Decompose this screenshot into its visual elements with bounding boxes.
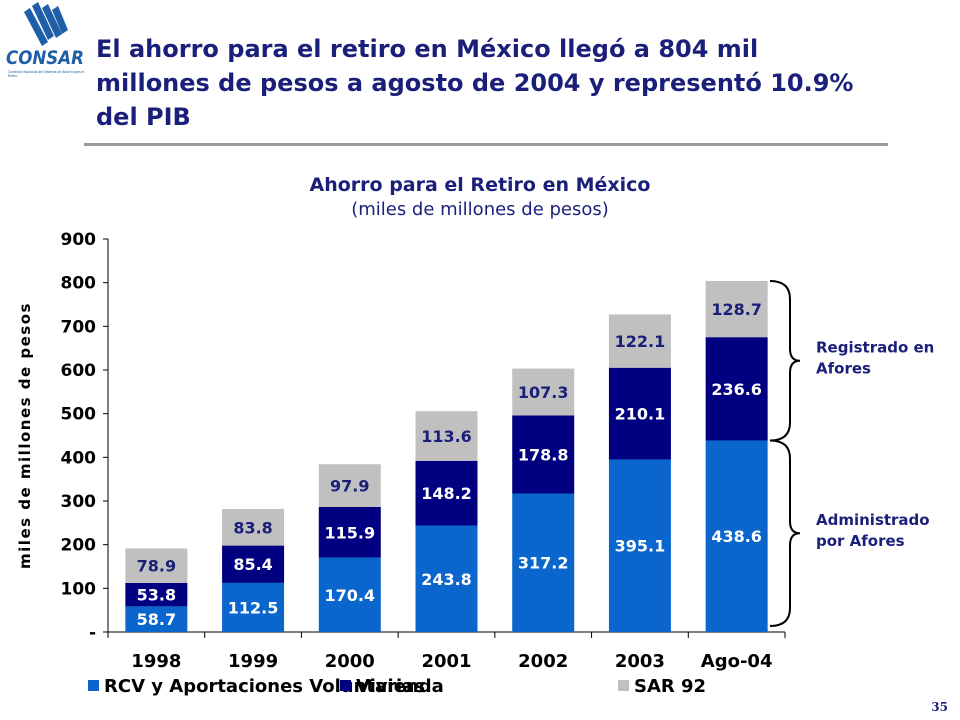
legend-label: SAR 92	[634, 676, 706, 697]
y-tick-label: 500	[61, 405, 97, 425]
bar-value-label: 53.8	[137, 586, 176, 605]
bar-value-label: 78.9	[137, 557, 176, 576]
bar-segment	[125, 582, 188, 607]
x-tick-label: 1999	[228, 651, 278, 672]
bar-value-label: 58.7	[137, 610, 176, 629]
bar-segment	[512, 493, 575, 632]
page-number: 35	[931, 700, 948, 714]
bar-value-label: 178.8	[518, 445, 569, 464]
bar-segment	[125, 548, 188, 583]
consar-logo: CONSAR	[6, 2, 84, 69]
bar-value-label: 112.5	[228, 598, 279, 617]
bar-value-label: 148.2	[421, 484, 472, 503]
bar-segment	[318, 506, 381, 558]
bar-segment	[415, 411, 478, 461]
bar-segment	[608, 314, 671, 368]
bar-segment	[222, 508, 285, 546]
bar-value-label: 210.1	[615, 405, 666, 424]
bar-segment	[608, 459, 671, 632]
bar-value-label: 113.6	[421, 427, 472, 446]
bar-value-label: 97.9	[330, 477, 369, 496]
bar-segment	[318, 464, 381, 507]
chart-subtitle: (miles de millones de pesos)	[351, 199, 609, 220]
logo-wordmark: CONSAR	[6, 47, 84, 69]
bar-value-label: 85.4	[233, 555, 272, 574]
brace-administrado-icon	[769, 439, 801, 627]
y-axis-label: miles de millones de pesos	[16, 302, 34, 569]
y-tick-label: 300	[61, 492, 97, 512]
brace-registrado-icon	[769, 279, 801, 442]
logo-stripes-icon	[24, 2, 68, 46]
x-tick-label: 2001	[421, 651, 471, 672]
legend-label: Vivienda	[356, 676, 444, 697]
y-tick-label: 800	[61, 274, 97, 294]
y-tick-label: -	[89, 623, 96, 643]
x-tick-label: 2002	[518, 651, 568, 672]
annotation-label: por Afores	[816, 532, 905, 550]
annotation-label: Administrado	[816, 511, 930, 529]
annotation-label: Afores	[816, 360, 871, 378]
bar-value-label: 122.1	[615, 332, 666, 351]
bar-segment	[608, 367, 671, 460]
logo-subtext: Comisión Nacional del Sistema de Ahorro …	[8, 70, 85, 78]
bar-segment	[512, 368, 575, 416]
legend-swatch	[88, 680, 99, 691]
x-tick-label: Ago-04	[701, 651, 773, 672]
y-tick-label: 400	[61, 448, 97, 468]
bar-value-label: 438.6	[711, 527, 762, 546]
bar-segment	[705, 280, 768, 338]
bar-value-label: 128.7	[711, 300, 762, 319]
bar-segment	[222, 545, 285, 583]
bar-value-label: 317.2	[518, 554, 569, 573]
bar-segment	[705, 337, 768, 441]
chart-title: Ahorro para el Retiro en México	[309, 174, 651, 196]
y-tick-label: 100	[61, 579, 97, 599]
x-tick-label: 2003	[615, 651, 665, 672]
bar-value-label: 83.8	[233, 518, 272, 537]
y-tick-label: 900	[61, 230, 97, 250]
x-tick-label: 1998	[131, 651, 181, 672]
x-tick-label: 2000	[325, 651, 375, 672]
y-tick-label: 700	[61, 317, 97, 337]
page-title: El ahorro para el retiro en México llegó…	[96, 35, 854, 131]
bar-segment	[222, 582, 285, 632]
legend-swatch	[340, 680, 351, 691]
bar-value-label: 170.4	[324, 586, 375, 605]
legend-swatch	[618, 680, 629, 691]
annotation-label: Registrado en	[816, 339, 934, 357]
bar-segment	[415, 525, 478, 632]
bar-segment	[318, 557, 381, 632]
bar-value-label: 243.8	[421, 570, 472, 589]
y-tick-label: 600	[61, 361, 97, 381]
y-tick-label: 200	[61, 536, 97, 556]
bar-segment	[512, 415, 575, 494]
bar-value-label: 107.3	[518, 383, 569, 402]
bar-value-label: 395.1	[615, 537, 666, 556]
title-divider	[84, 143, 888, 146]
bar-segment	[415, 460, 478, 526]
bar-segment	[705, 440, 768, 632]
bar-segment	[125, 606, 188, 632]
chart-heading: Ahorro para el Retiro en México (miles d…	[0, 172, 960, 222]
bar-value-label: 115.9	[324, 523, 375, 542]
bar-value-label: 236.6	[711, 380, 762, 399]
